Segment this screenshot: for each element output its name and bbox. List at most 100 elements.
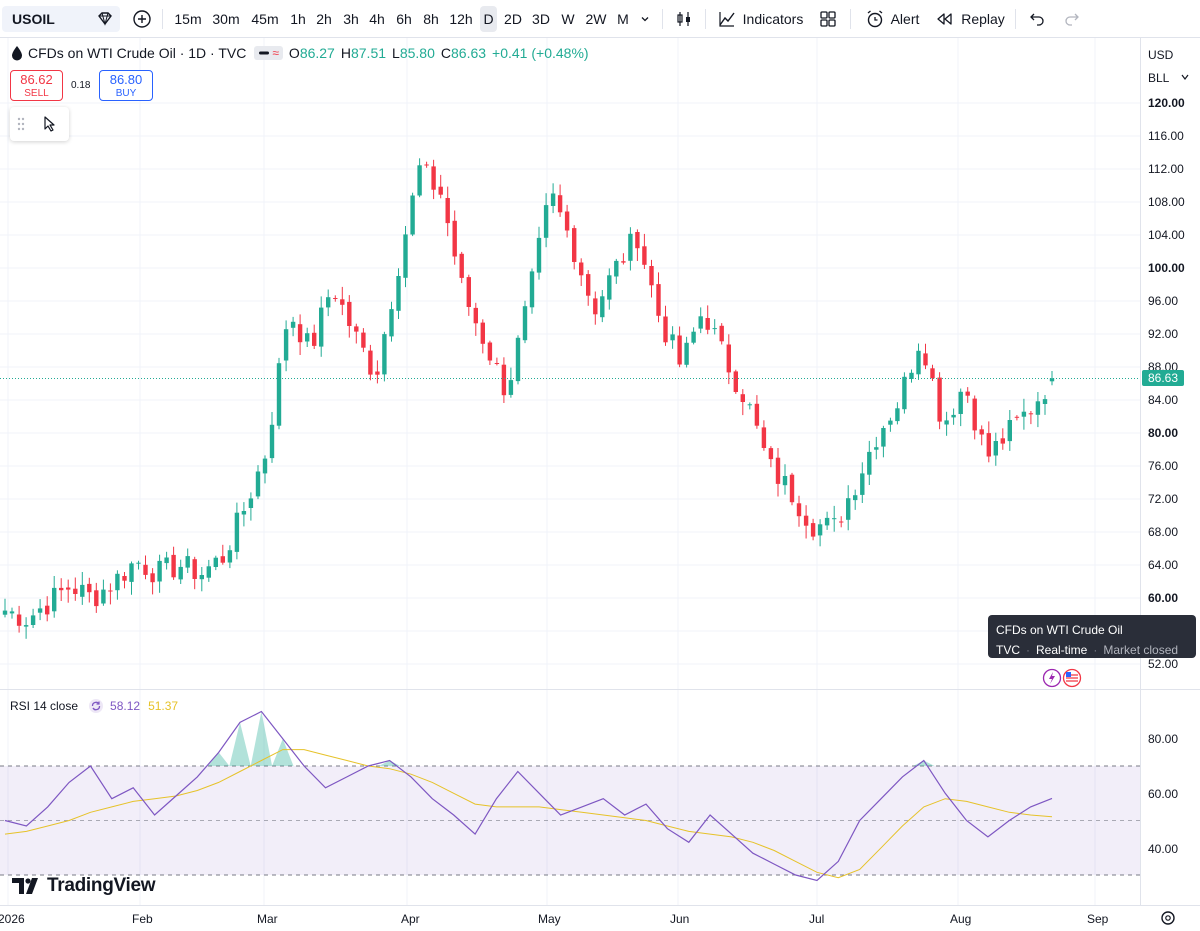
interval-3d[interactable]: 3D <box>532 11 550 27</box>
visibility-toggle[interactable]: ≈ <box>254 46 283 60</box>
time-label: Sep <box>1087 912 1109 926</box>
candle-body <box>663 316 668 343</box>
price-label: 120.00 <box>1148 96 1185 110</box>
drag-handle-icon[interactable] <box>16 116 26 132</box>
buy-button[interactable]: 86.80 BUY <box>99 70 153 101</box>
unit-selector[interactable] <box>1142 67 1194 89</box>
interval-2h[interactable]: 2h <box>316 11 332 27</box>
sell-button[interactable]: 86.62 SELL <box>10 70 63 101</box>
candle-body <box>754 403 760 426</box>
toolbar-divider <box>162 9 163 29</box>
candle-body <box>220 556 225 563</box>
time-label: Apr <box>401 912 420 926</box>
sell-price: 86.62 <box>20 72 53 87</box>
interval-15m[interactable]: 15m <box>174 11 202 27</box>
add-symbol-plus-icon[interactable] <box>130 6 154 32</box>
unit-label[interactable]: BLL <box>1148 71 1170 85</box>
indicators-button[interactable]: Indicators <box>714 6 806 32</box>
alert-button[interactable]: Alert <box>860 6 924 32</box>
candle-body <box>501 364 507 396</box>
candle-body <box>1049 378 1055 382</box>
candle-body <box>670 334 675 341</box>
replay-label: Replay <box>961 11 1005 27</box>
candle-body <box>108 590 113 592</box>
candle-body <box>635 232 640 249</box>
candle-body <box>143 564 148 575</box>
layouts-grid-icon[interactable] <box>816 6 840 32</box>
time-label: Mar <box>257 912 278 926</box>
candle-body <box>494 363 500 364</box>
candle-body <box>52 587 57 612</box>
interval-2w[interactable]: 2W <box>585 11 607 27</box>
rsi-legend[interactable]: RSI 14 close 58.12 51.37 <box>10 698 178 714</box>
interval-45m[interactable]: 45m <box>251 11 279 27</box>
events-icons[interactable] <box>1042 668 1082 688</box>
candle-body <box>171 554 176 578</box>
candle-body <box>101 589 106 604</box>
symbol-label: USOIL <box>12 11 55 27</box>
replay-button[interactable]: Replay <box>934 6 1006 32</box>
price-label: 92.00 <box>1148 327 1179 341</box>
interval-d[interactable]: D <box>480 6 497 32</box>
close-value: 86.63 <box>451 45 487 61</box>
interval-12h[interactable]: 12h <box>449 11 473 27</box>
candle-body <box>1007 420 1012 442</box>
interval-8h[interactable]: 8h <box>423 11 439 27</box>
candle-body <box>895 408 900 422</box>
candle-body <box>417 165 422 196</box>
time-label: Jun <box>670 912 690 926</box>
candle-body <box>410 195 415 235</box>
interval-3h[interactable]: 3h <box>343 11 359 27</box>
candle-body <box>621 261 626 263</box>
interval-m[interactable]: M <box>617 11 629 27</box>
candle-body <box>234 512 240 552</box>
chevron-down-icon[interactable] <box>637 6 653 32</box>
candle-body <box>37 608 43 613</box>
currency-label[interactable]: USD <box>1148 48 1174 62</box>
candle-body <box>283 329 289 361</box>
high-key: H <box>340 45 351 61</box>
candle-body <box>614 260 619 277</box>
candle-body <box>965 391 970 396</box>
candle-body <box>508 380 514 395</box>
time-label: Feb <box>132 912 153 926</box>
candle-body <box>536 237 542 273</box>
candle-body <box>319 307 324 347</box>
candle-body <box>157 560 162 582</box>
interval-w[interactable]: W <box>561 11 575 27</box>
interval-30m[interactable]: 30m <box>212 11 240 27</box>
symbol-search-button[interactable]: USOIL <box>2 6 120 32</box>
candle-body <box>185 556 190 568</box>
tradingview-logo-text: TradingView <box>47 875 156 896</box>
candle-body <box>431 166 436 190</box>
undo-icon[interactable] <box>1025 6 1049 32</box>
currency-selector[interactable] <box>1142 44 1194 66</box>
diamond-icon[interactable] <box>96 10 114 31</box>
interval-6h[interactable]: 6h <box>396 11 412 27</box>
candle-body <box>839 521 844 523</box>
candle-body <box>480 322 485 344</box>
floating-tool-panel <box>10 107 69 141</box>
rsi-axis-label: 40.00 <box>1148 842 1179 856</box>
open-key: O <box>288 45 300 61</box>
interval-4h[interactable]: 4h <box>369 11 385 27</box>
redo-icon[interactable] <box>1060 6 1084 32</box>
candles-icon[interactable] <box>672 6 696 32</box>
candle-body <box>347 301 352 326</box>
candle-body <box>122 576 127 581</box>
interval-1h[interactable]: 1h <box>290 11 306 27</box>
refresh-icon[interactable] <box>88 698 104 714</box>
candle-body <box>1021 411 1027 417</box>
candle-body <box>206 566 211 578</box>
toolbar-divider <box>662 9 663 29</box>
candle-body <box>2 610 8 615</box>
series-legend[interactable]: CFDs on WTI Crude Oil · 1D · TVC ≈ O 86.2… <box>10 45 589 61</box>
gear-icon[interactable] <box>1161 911 1175 925</box>
candle-body <box>642 246 647 265</box>
cursor-arrow-icon[interactable] <box>42 115 58 133</box>
interval-2d[interactable]: 2D <box>504 11 522 27</box>
candle-body <box>424 164 429 166</box>
candle-body <box>684 342 689 365</box>
tradingview-logo[interactable]: TradingView <box>12 875 156 897</box>
